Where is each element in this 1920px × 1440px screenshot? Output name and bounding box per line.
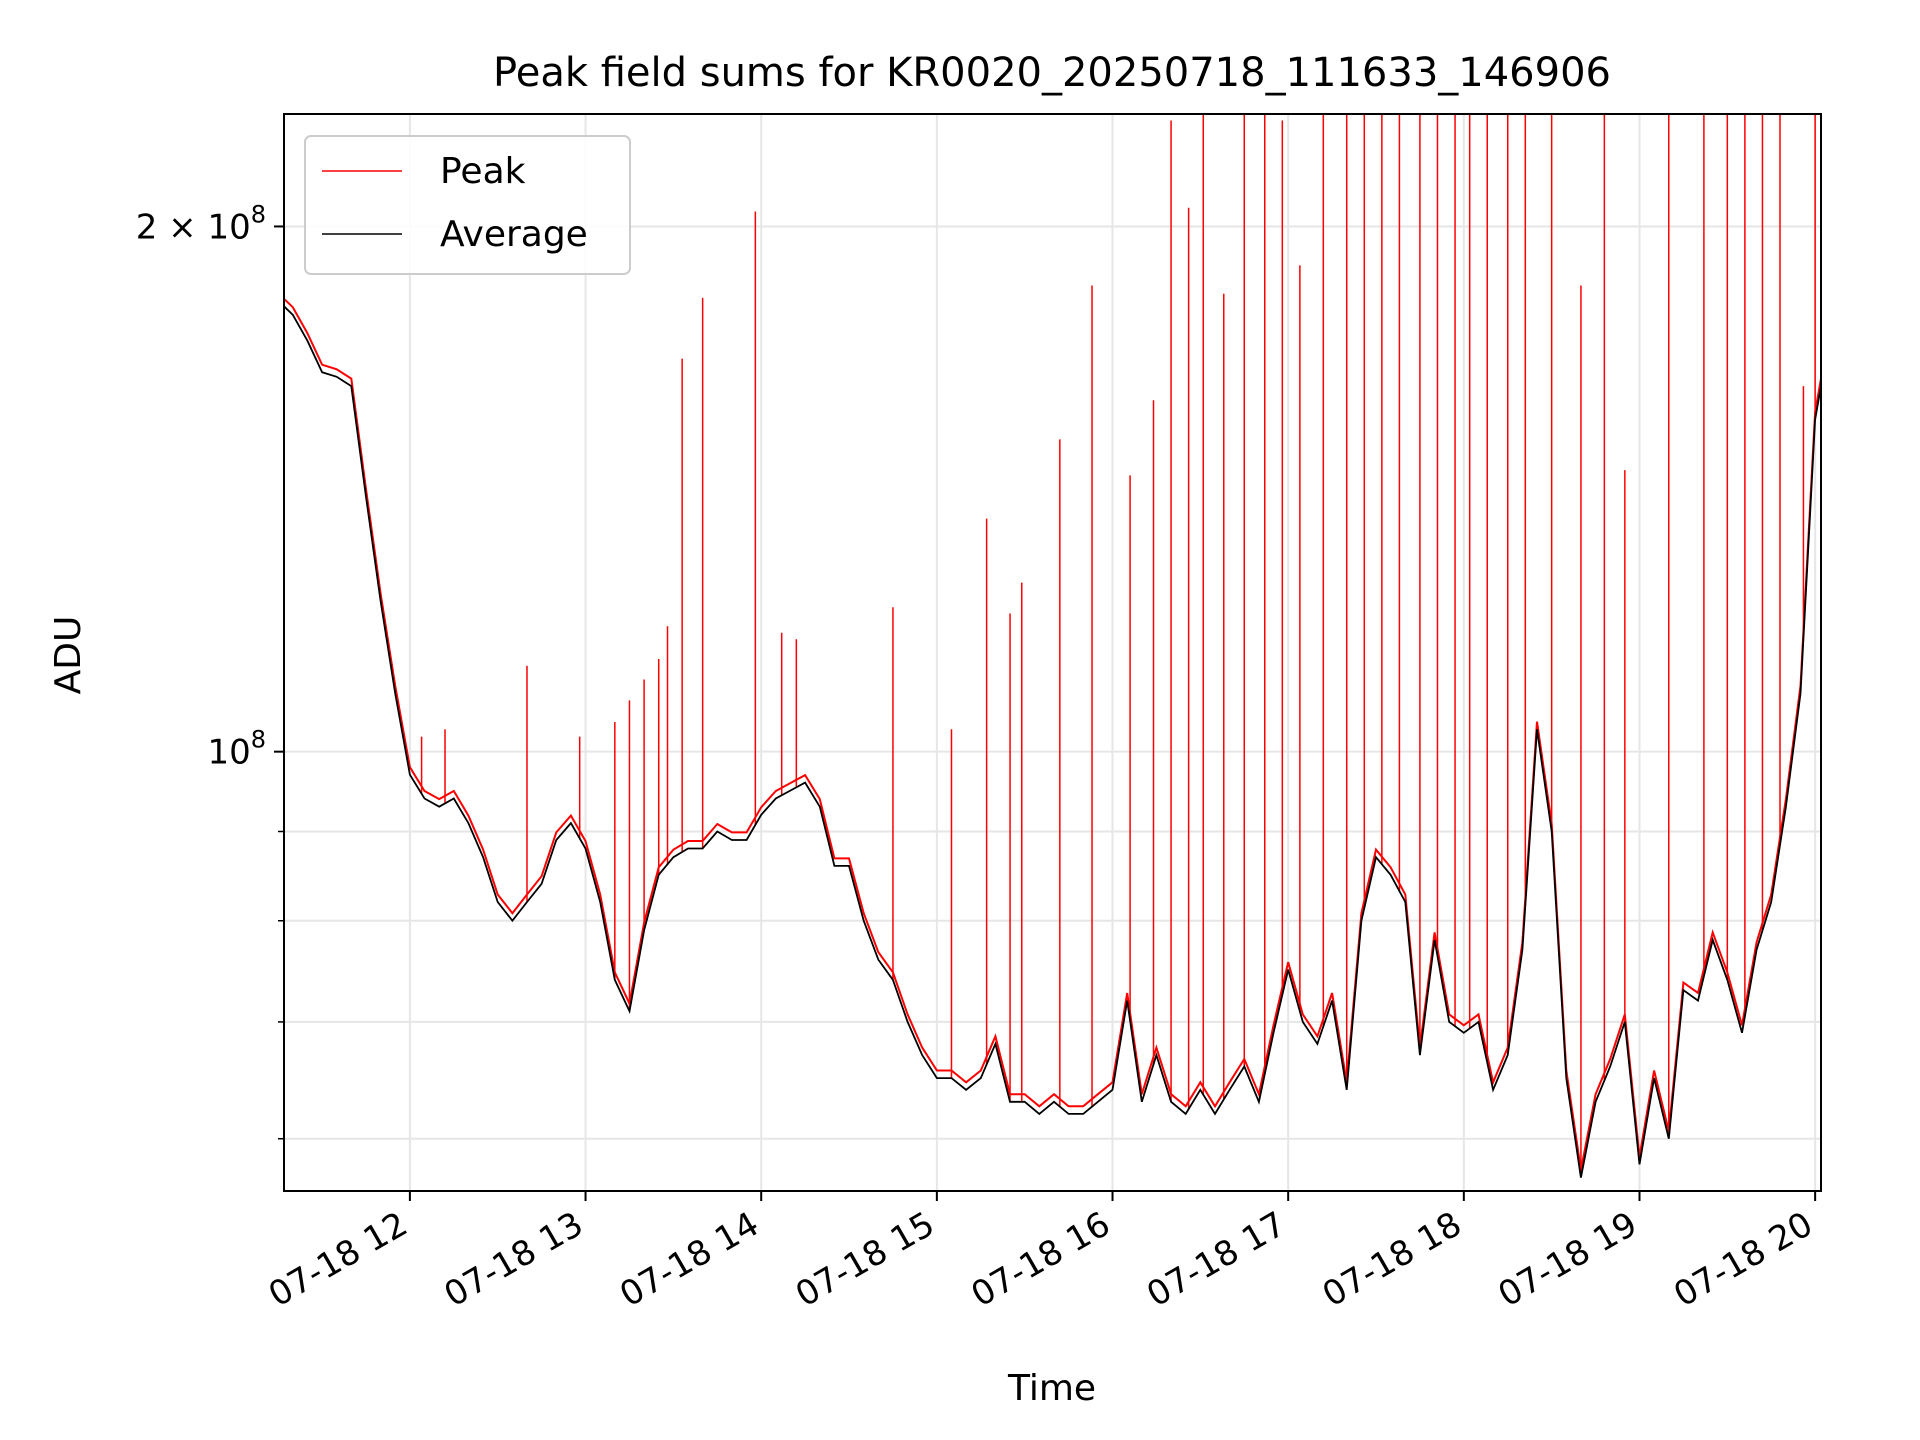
x-axis-label: Time: [1007, 1368, 1096, 1409]
x-tick-label: 07-18 20: [1667, 1204, 1819, 1315]
peak-baseline: [283, 298, 1822, 1171]
average-series: [283, 305, 1822, 1178]
x-tick-label: 07-18 13: [438, 1204, 590, 1315]
y-axis-label: ADU: [48, 616, 89, 695]
average-line: [283, 305, 1822, 1178]
legend: Peak Average: [304, 135, 631, 275]
x-tick-label: 07-18 14: [613, 1204, 765, 1315]
x-tick-label: 07-18 16: [965, 1204, 1117, 1315]
x-tick-label: 07-18 19: [1492, 1204, 1644, 1315]
x-tick-label: 07-18 12: [262, 1204, 414, 1315]
x-tick-label: 07-18 18: [1316, 1204, 1468, 1315]
peak-series: [283, 114, 1822, 1178]
legend-peak-label: Peak: [440, 151, 526, 192]
y-tick-label: 108: [207, 726, 266, 773]
y-axis-ticks: 2 × 108 108: [136, 200, 284, 1140]
legend-average-label: Average: [440, 214, 588, 255]
y-tick-label: 2 × 108: [136, 200, 266, 247]
x-axis-ticks: 07-18 12 07-18 13 07-18 14 07-18 15 07-18 16…: [262, 1191, 1820, 1315]
x-tick-label: 07-18 17: [1140, 1204, 1292, 1315]
chart-title: Peak field sums for KR0020_20250718_1116…: [493, 50, 1611, 96]
grid: [284, 114, 1821, 1191]
x-tick-label: 07-18 15: [789, 1204, 941, 1315]
plot-frame: [283, 113, 1822, 1192]
